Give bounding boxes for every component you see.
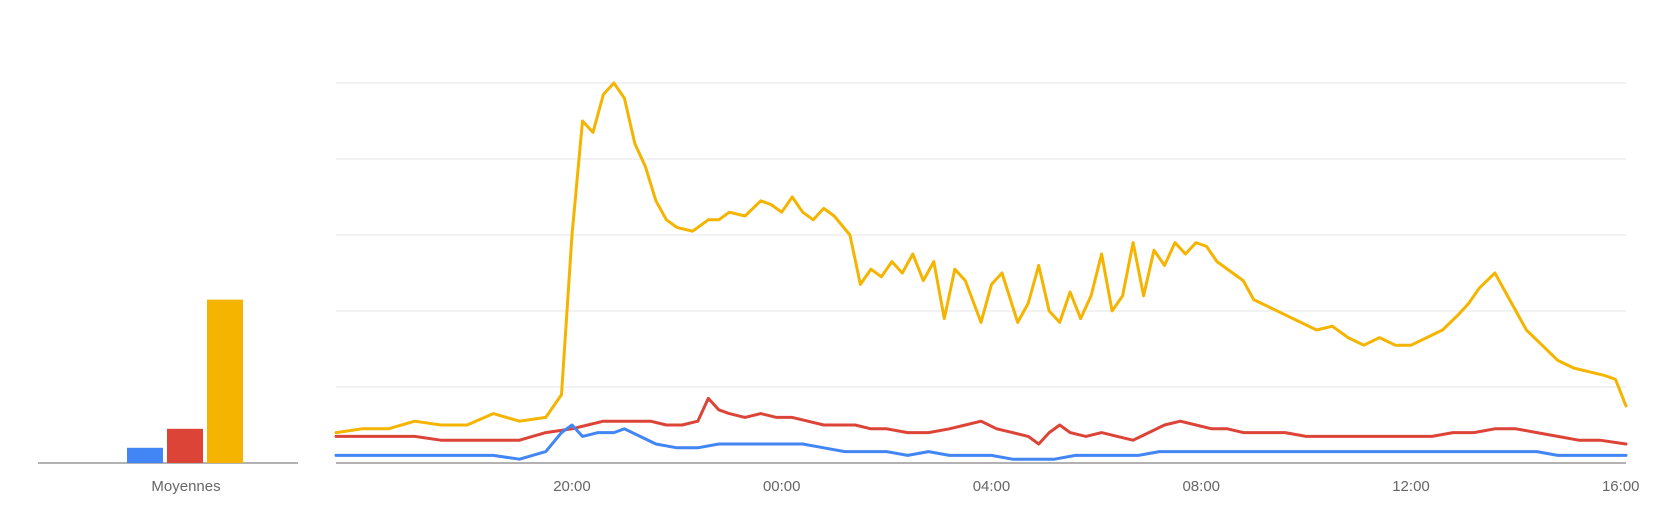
x-tick-label: 16:00 [1602,478,1640,495]
series-line-2 [334,396,1628,446]
x-tick-label: 20:00 [553,478,591,495]
x-tick-label: 08:00 [1182,478,1220,495]
x-tick-label: 00:00 [763,478,801,495]
x-tick-label: 12:00 [1392,478,1430,495]
average-bar-3 [207,299,243,463]
averages-bar-chart: Moyennes [38,299,298,495]
x-tick-label: 04:00 [973,478,1011,495]
series-line-3 [334,423,1628,461]
averages-category-label: Moyennes [151,478,220,495]
line-chart: 20:00 00:00 04:00 08:00 12:00 16:00 [334,81,1640,495]
average-bar-1 [127,447,163,463]
series-line-1 [334,81,1628,435]
average-bar-2 [167,428,203,463]
